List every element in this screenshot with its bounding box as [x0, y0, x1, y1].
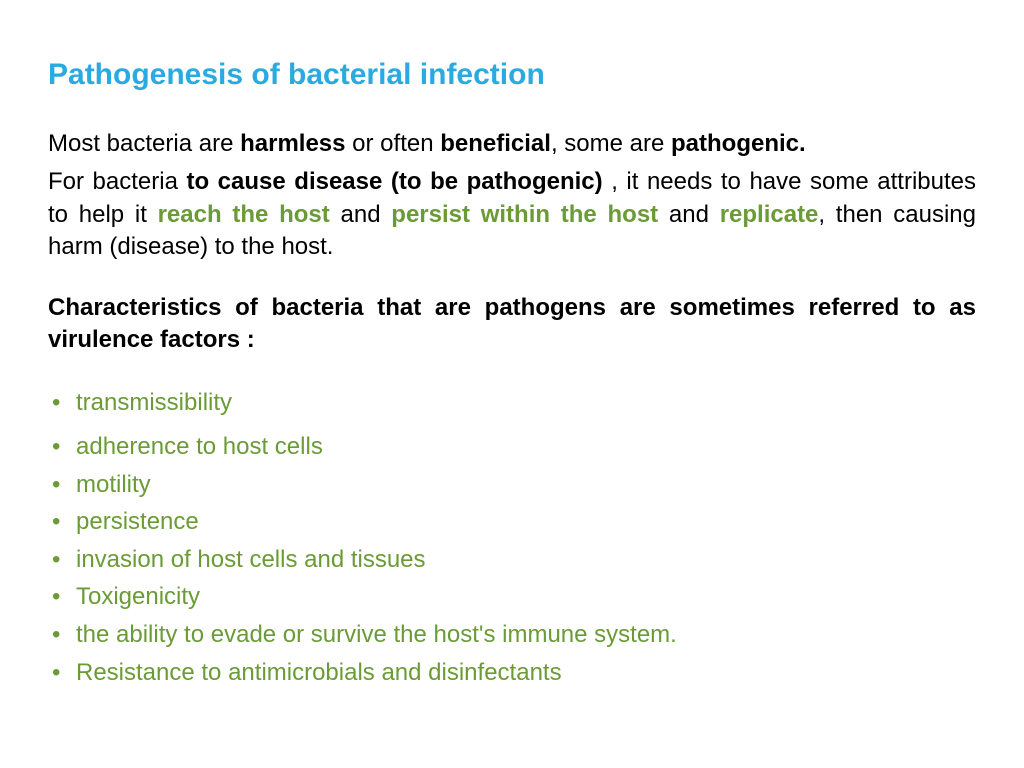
list-item: adherence to host cells: [52, 430, 976, 464]
list-item: invasion of host cells and tissues: [52, 543, 976, 577]
p1-text-1: Most bacteria are: [48, 130, 240, 157]
p2-green-persist: persist within the host: [391, 201, 658, 228]
virulence-factors-list: transmissibility adherence to host cells…: [48, 386, 976, 689]
list-item: the ability to evade or survive the host…: [52, 618, 976, 652]
section-label-virulence: Characteristics of bacteria that are pat…: [48, 292, 976, 357]
list-item: transmissibility: [52, 386, 976, 420]
p2-text-4: and: [658, 201, 720, 228]
p2-green-reach-host: reach the host: [158, 201, 330, 228]
p1-text-2: or often: [346, 130, 441, 157]
paragraph-2: For bacteria to cause disease (to be pat…: [48, 166, 976, 263]
list-item: motility: [52, 468, 976, 502]
p1-bold-beneficial: beneficial: [440, 130, 551, 157]
p1-text-3: , some are: [551, 130, 671, 157]
p1-bold-harmless: harmless: [240, 130, 345, 157]
p2-green-replicate: replicate: [720, 201, 819, 228]
p2-text-1: For bacteria: [48, 168, 186, 195]
list-item: Resistance to antimicrobials and disinfe…: [52, 656, 976, 690]
p2-text-3: and: [330, 201, 392, 228]
p2-bold-cause-disease: to cause disease (to be pathogenic): [186, 168, 602, 195]
paragraph-1: Most bacteria are harmless or often bene…: [48, 128, 976, 160]
list-item: Toxigenicity: [52, 580, 976, 614]
list-item: persistence: [52, 505, 976, 539]
slide-title: Pathogenesis of bacterial infection: [48, 58, 976, 92]
p1-bold-pathogenic: pathogenic.: [671, 130, 806, 157]
